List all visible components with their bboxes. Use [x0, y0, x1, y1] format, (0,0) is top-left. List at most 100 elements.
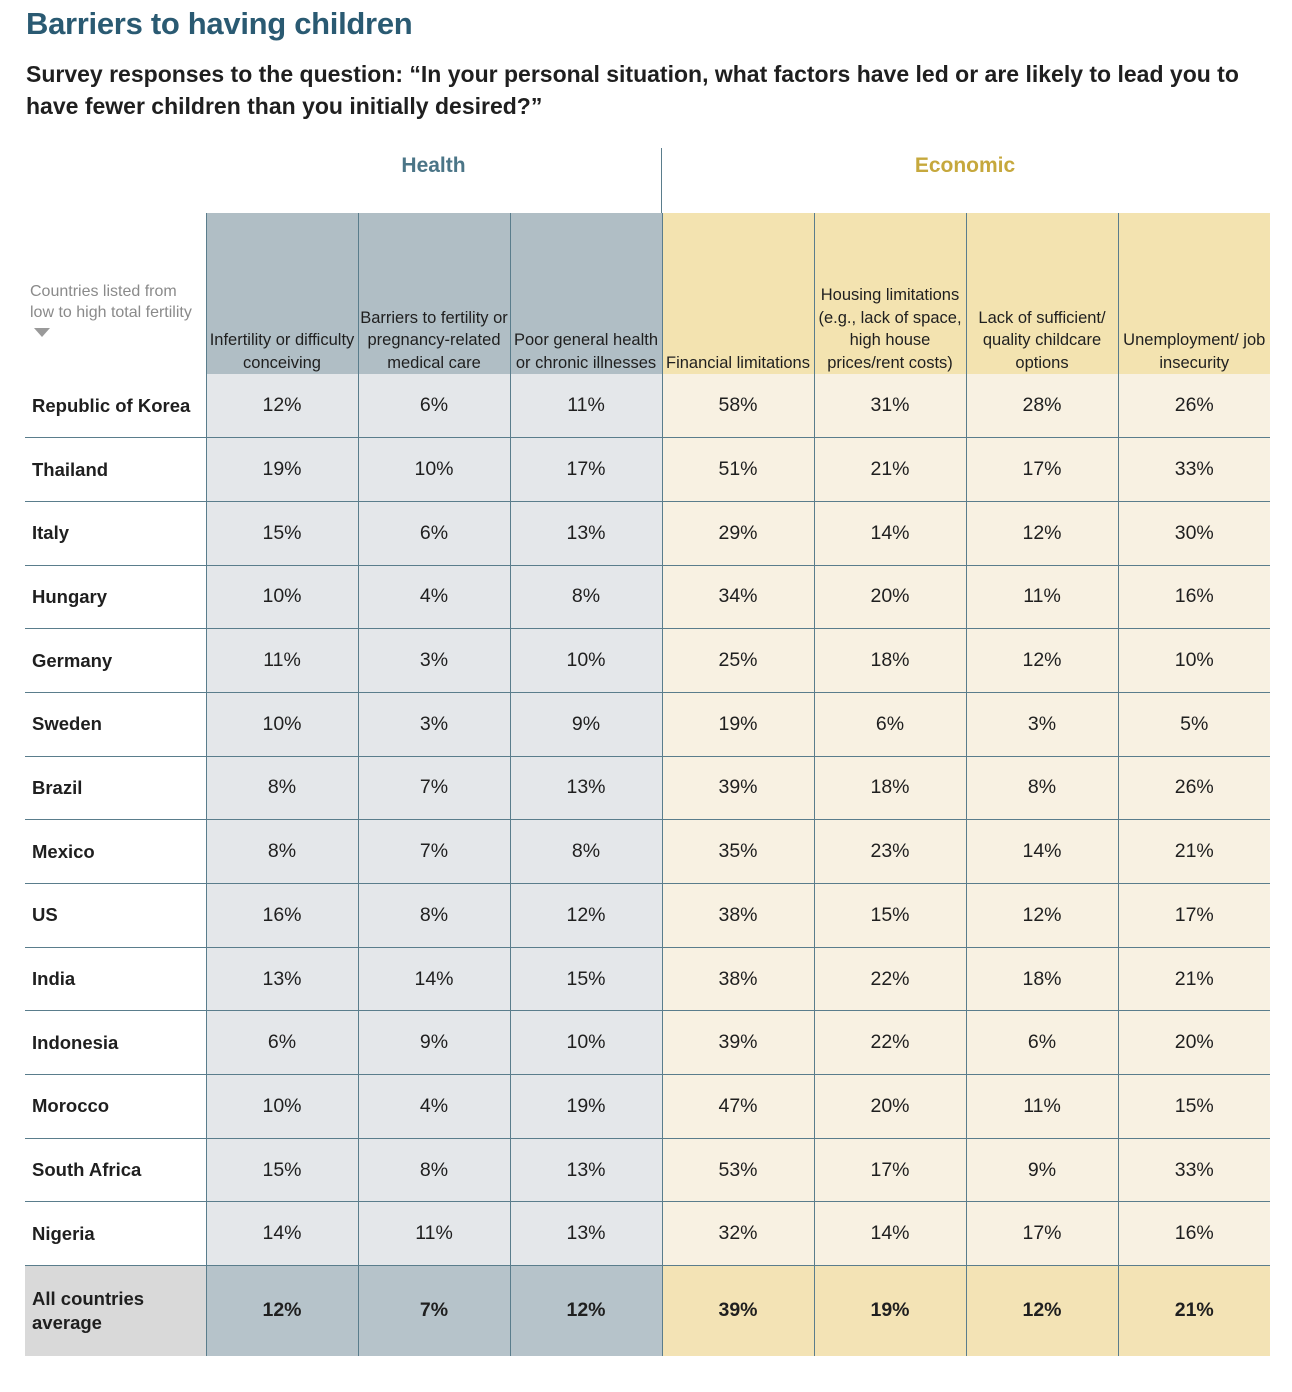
cell-value: 21% [813, 437, 966, 502]
cell-value: 51% [661, 437, 814, 502]
table-row: India 13% 14% 15% 38% 22% 18% 21% [25, 947, 1270, 1012]
cell-value: 11% [965, 565, 1118, 630]
cell-value: 12% [965, 883, 1118, 948]
cell-value: 22% [813, 1010, 966, 1076]
average-value: 21% [1117, 1265, 1270, 1356]
cell-value: 14% [965, 819, 1118, 884]
cell-value: 10% [205, 692, 358, 757]
cell-value: 47% [661, 1074, 814, 1139]
cell-value: 4% [357, 1074, 510, 1139]
cell-value: 18% [813, 628, 966, 693]
table-row: Hungary 10% 4% 8% 34% 20% 11% 16% [25, 565, 1270, 630]
cell-value: 8% [205, 756, 358, 821]
triangle-down-icon [34, 328, 50, 337]
cell-value: 33% [1117, 1138, 1270, 1203]
chart-title: Barriers to having children [26, 6, 413, 41]
cell-value: 13% [205, 947, 358, 1012]
cell-value: 21% [1117, 819, 1270, 884]
cell-value: 17% [965, 437, 1118, 502]
column-header: Unemployment/ job insecurity [1117, 213, 1270, 374]
cell-value: 15% [205, 1138, 358, 1203]
chart-subtitle: Survey responses to the question: “In yo… [26, 61, 1239, 119]
cell-value: 4% [357, 565, 510, 630]
cell-value: 10% [357, 437, 510, 502]
cell-value: 14% [813, 501, 966, 566]
cell-value: 17% [1117, 883, 1270, 948]
table-row: Germany 11% 3% 10% 25% 18% 12% 10% [25, 628, 1270, 693]
cell-value: 6% [813, 692, 966, 757]
cell-value: 19% [205, 437, 358, 502]
cell-value: 38% [661, 947, 814, 1012]
table-row: Italy 15% 6% 13% 29% 14% 12% 30% [25, 501, 1270, 566]
cell-value: 17% [965, 1201, 1118, 1267]
cell-value: 13% [509, 1201, 662, 1267]
cell-value: 6% [357, 501, 510, 566]
cell-value: 7% [357, 756, 510, 821]
table-row: Thailand 19% 10% 17% 51% 21% 17% 33% [25, 437, 1270, 502]
cell-value: 3% [357, 628, 510, 693]
cell-value: 8% [509, 565, 662, 630]
cell-value: 23% [813, 819, 966, 884]
cell-value: 17% [813, 1138, 966, 1203]
table-row: Morocco 10% 4% 19% 47% 20% 11% 15% [25, 1074, 1270, 1139]
cell-value: 13% [509, 501, 662, 566]
country-label: Indonesia [25, 1010, 206, 1076]
country-label: Morocco [25, 1074, 206, 1139]
country-label: Italy [25, 501, 206, 566]
average-label: All countries average [25, 1265, 206, 1356]
cell-value: 11% [205, 628, 358, 693]
cell-value: 11% [509, 374, 662, 439]
cell-value: 9% [509, 692, 662, 757]
table-row: Nigeria 14% 11% 13% 32% 14% 17% 16% [25, 1201, 1270, 1267]
group-divider [661, 148, 662, 213]
cell-value: 26% [1117, 756, 1270, 821]
group-label-health: Health [401, 154, 466, 177]
table-row: Mexico 8% 7% 8% 35% 23% 14% 21% [25, 819, 1270, 884]
cell-value: 15% [509, 947, 662, 1012]
cell-value: 10% [1117, 628, 1270, 693]
country-label: Republic of Korea [25, 374, 206, 439]
cell-value: 39% [661, 756, 814, 821]
cell-value: 8% [357, 883, 510, 948]
cell-value: 11% [965, 1074, 1118, 1139]
average-value: 39% [661, 1265, 814, 1356]
cell-value: 10% [205, 1074, 358, 1139]
average-row: All countries average 12% 7% 12% 39% 19% 12% 21… [25, 1265, 1270, 1356]
column-header: Barriers to fertility or pregnancy-relat… [357, 213, 510, 374]
cell-value: 10% [509, 1010, 662, 1076]
cell-value: 58% [661, 374, 814, 439]
column-header: Infertility or difficulty conceiving [205, 213, 358, 374]
cell-value: 19% [509, 1074, 662, 1139]
cell-value: 6% [357, 374, 510, 439]
average-value: 7% [357, 1265, 510, 1356]
average-value: 12% [509, 1265, 662, 1356]
cell-value: 6% [205, 1010, 358, 1076]
column-header: Lack of sufficient/ quality childcare op… [965, 213, 1118, 374]
column-header: Housing limitations (e.g., lack of space… [813, 213, 966, 374]
table-row: Sweden 10% 3% 9% 19% 6% 3% 5% [25, 692, 1270, 757]
cell-value: 38% [661, 883, 814, 948]
cell-value: 53% [661, 1138, 814, 1203]
cell-value: 28% [965, 374, 1118, 439]
cell-value: 6% [965, 1010, 1118, 1076]
country-label: Thailand [25, 437, 206, 502]
cell-value: 18% [813, 756, 966, 821]
header-row: Infertility or difficulty conceiving Bar… [25, 213, 1270, 374]
barriers-table: Infertility or difficulty conceiving Bar… [25, 213, 1270, 1356]
cell-value: 20% [813, 1074, 966, 1139]
cell-value: 16% [205, 883, 358, 948]
country-label: Mexico [25, 819, 206, 884]
country-label: Hungary [25, 565, 206, 630]
cell-value: 9% [357, 1010, 510, 1076]
cell-value: 10% [205, 565, 358, 630]
country-label: Sweden [25, 692, 206, 757]
cell-value: 14% [357, 947, 510, 1012]
cell-value: 20% [813, 565, 966, 630]
cell-value: 33% [1117, 437, 1270, 502]
country-label: US [25, 883, 206, 948]
table-row: Brazil 8% 7% 13% 39% 18% 8% 26% [25, 756, 1270, 821]
cell-value: 22% [813, 947, 966, 1012]
cell-value: 15% [205, 501, 358, 566]
sort-note-text: Countries listed from low to high total … [30, 283, 192, 321]
table-row: US 16% 8% 12% 38% 15% 12% 17% [25, 883, 1270, 948]
